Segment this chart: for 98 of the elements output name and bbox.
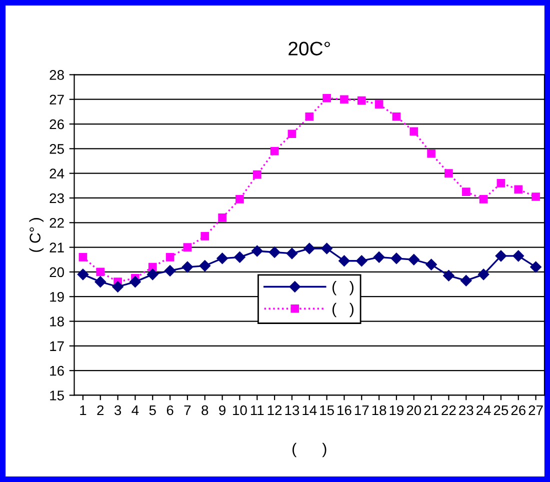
y-tick-label: 23 — [50, 193, 64, 204]
y-tick-label: 17 — [50, 341, 64, 351]
point — [164, 265, 176, 276]
x-tick-label: 19 — [390, 405, 404, 416]
x-tick-label: 8 — [202, 405, 208, 416]
point — [356, 255, 368, 266]
point — [514, 185, 523, 194]
x-tick-label: 12 — [268, 405, 282, 416]
point — [427, 149, 436, 158]
point — [252, 245, 263, 257]
y-tick-label: 25 — [50, 144, 64, 154]
x-tick-label: 1 — [80, 405, 86, 416]
x-tick-label: 5 — [149, 405, 156, 416]
x-tick-label: 16 — [338, 405, 352, 416]
point — [373, 252, 385, 263]
point — [340, 95, 348, 104]
point — [147, 268, 158, 280]
point — [183, 243, 192, 252]
x-tick-label: 23 — [459, 405, 474, 416]
point — [390, 252, 402, 264]
point — [305, 112, 314, 121]
y-tick-label: 16 — [50, 366, 64, 376]
point — [234, 252, 246, 263]
x-tick-label: 7 — [184, 405, 191, 416]
y-tick-label: 20 — [50, 267, 64, 278]
x-tick-label: 21 — [424, 405, 438, 416]
y-tick-label: 19 — [50, 292, 64, 302]
point — [444, 169, 453, 178]
point — [322, 94, 331, 102]
x-tick-label: 13 — [285, 405, 300, 416]
point — [200, 232, 210, 240]
point — [374, 100, 384, 108]
y-tick-label: 15 — [50, 390, 64, 400]
point — [460, 274, 472, 286]
point — [530, 261, 542, 273]
point — [218, 214, 226, 222]
x-tick-label: 4 — [132, 405, 139, 416]
point — [286, 248, 298, 260]
point — [426, 258, 437, 270]
x-tick-label: 15 — [320, 405, 334, 416]
x-tick-label: 25 — [494, 405, 508, 416]
chart-title: 20C° — [288, 42, 330, 56]
y-tick-label: 26 — [50, 119, 64, 130]
x-tick-label: 9 — [219, 405, 226, 416]
x-axis-title: ( ) — [292, 442, 326, 458]
x-tick-label: 27 — [528, 405, 543, 416]
point — [182, 261, 194, 273]
y-tick-label: 22 — [50, 218, 64, 228]
point — [288, 130, 296, 138]
legend-label: ( ) — [332, 281, 354, 296]
point — [338, 255, 350, 266]
point — [268, 246, 280, 258]
point — [392, 112, 401, 121]
point — [112, 281, 124, 292]
x-tick-label: 24 — [476, 405, 491, 416]
point — [216, 252, 228, 264]
x-tick-label: 17 — [354, 405, 369, 416]
point — [408, 254, 420, 266]
point — [478, 268, 490, 280]
point — [94, 276, 106, 288]
point — [130, 276, 141, 288]
point — [495, 250, 507, 262]
y-tick-label: 21 — [50, 242, 64, 252]
x-tick-label: 18 — [372, 405, 386, 416]
y-axis-title: ( C° ) — [29, 218, 44, 252]
y-tick-label: 27 — [50, 94, 64, 104]
x-tick-label: 2 — [97, 405, 104, 416]
y-tick-label: 28 — [50, 70, 64, 80]
point — [410, 127, 418, 136]
point — [199, 260, 210, 272]
point — [496, 179, 506, 188]
point — [166, 253, 174, 262]
point — [512, 250, 524, 262]
point — [321, 242, 332, 254]
x-tick-label: 20 — [406, 405, 422, 416]
point — [357, 96, 366, 105]
point — [462, 188, 470, 196]
point — [236, 195, 244, 204]
point — [443, 270, 454, 282]
x-tick-label: 11 — [250, 405, 264, 416]
x-tick-label: 26 — [511, 405, 526, 416]
point — [148, 262, 157, 272]
point — [304, 242, 315, 254]
point — [96, 268, 105, 276]
point — [270, 146, 279, 156]
point — [532, 192, 540, 201]
x-tick-label: 6 — [166, 405, 174, 416]
legend-label: ( ) — [332, 302, 354, 318]
point — [77, 268, 89, 280]
x-tick-label: 14 — [302, 405, 317, 416]
point — [252, 170, 262, 179]
point — [78, 253, 88, 262]
y-tick-label: 24 — [50, 168, 64, 178]
x-tick-label: 3 — [114, 405, 122, 416]
y-tick-label: 18 — [50, 316, 64, 326]
point — [479, 195, 488, 204]
x-tick-label: 22 — [442, 405, 456, 416]
x-tick-label: 10 — [233, 405, 247, 416]
